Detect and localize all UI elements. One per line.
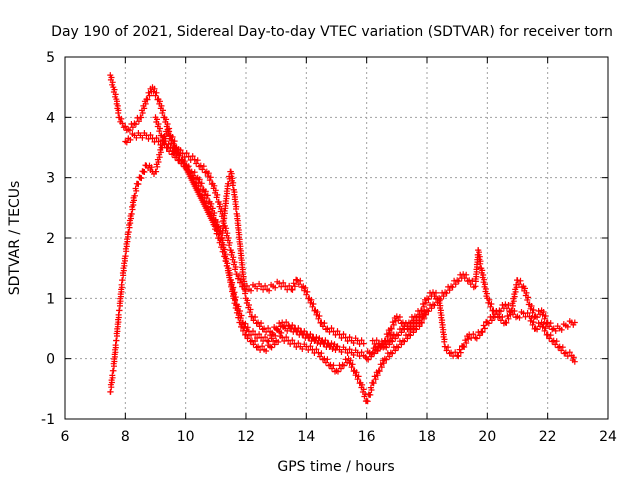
- y-tick-label: 5: [46, 50, 55, 66]
- data-marks: [152, 114, 340, 352]
- x-tick-labels: 6 8 10 12 14 16 18 20 22 24: [61, 429, 617, 445]
- x-tick-label: 14: [297, 429, 315, 445]
- x-tick-label: 8: [121, 429, 130, 445]
- data-points: [107, 72, 578, 405]
- y-axis-label: SDTVAR / TECUs: [7, 181, 23, 296]
- y-tick-label: 4: [46, 110, 55, 126]
- x-tick-label: 22: [539, 429, 557, 445]
- x-tick-label: 20: [478, 429, 496, 445]
- data-marks: [369, 289, 578, 365]
- axis-ticks: [64, 56, 609, 420]
- x-tick-label: 24: [599, 429, 617, 445]
- series-track-d: [152, 114, 340, 352]
- x-tick-label: 18: [418, 429, 436, 445]
- y-tick-label: -1: [41, 412, 55, 428]
- data-marks: [363, 247, 578, 363]
- grid-lines: [65, 57, 608, 419]
- y-tick-label: 2: [46, 231, 55, 247]
- x-tick-label: 12: [237, 429, 255, 445]
- x-tick-label: 10: [177, 429, 195, 445]
- series-track-e: [363, 247, 578, 363]
- y-tick-label: 1: [46, 291, 55, 307]
- series-track-f: [369, 289, 578, 365]
- x-axis-label: GPS time / hours: [277, 459, 394, 475]
- y-tick-label: 0: [46, 352, 55, 368]
- y-tick-labels: -1 0 1 2 3 4 5: [41, 50, 55, 428]
- x-tick-label: 6: [61, 429, 70, 445]
- x-tick-label: 16: [358, 429, 376, 445]
- data-marks: [107, 126, 430, 405]
- series-track-b: [107, 126, 430, 405]
- chart-title: Day 190 of 2021, Sidereal Day-to-day VTE…: [51, 24, 613, 40]
- y-tick-label: 3: [46, 171, 55, 187]
